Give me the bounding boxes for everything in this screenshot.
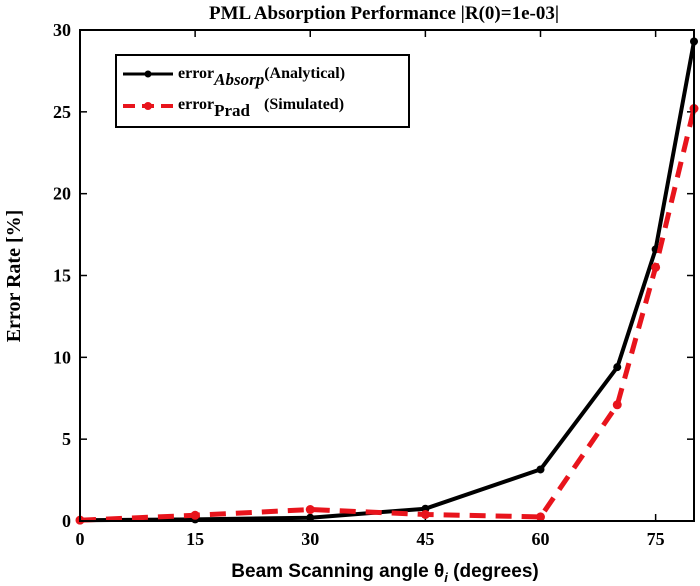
legend: errorAbsorp(Analytical) errorPrad (Simula… [115,54,410,128]
data-point-simulated [190,510,200,520]
legend-marker-analytical [144,70,152,78]
data-point-analytical [613,363,622,372]
x-tick-label: 60 [532,529,550,549]
legend-analytical-subscript: Absorp [213,70,264,89]
x-axis-label-main: Beam Scanning angle θ [231,561,444,582]
y-tick-label: 15 [53,266,71,286]
series-line-simulated [79,108,697,523]
y-tick-label: 0 [62,511,71,531]
chart-title: PML Absorption Performance |R(0)=1e-03| [209,3,559,24]
data-point-simulated [305,505,315,515]
plot-frame [79,29,695,522]
x-tick-label: 0 [76,529,85,549]
x-axis-label-suffix: (degrees) [448,561,539,582]
x-tick-label: 30 [301,529,319,549]
legend-marker-simulated [144,102,152,110]
data-point-simulated [536,512,545,522]
legend-analytical-name: error [178,65,214,82]
x-tick-label: 15 [186,529,204,549]
legend-label-analytical: errorAbsorp(Analytical) [178,65,345,89]
y-tick-label: 10 [53,347,71,367]
x-axis-label-subscript: i [444,570,448,585]
y-axis-label: Error Rate [%] [3,210,25,343]
y-tick-label: 30 [53,20,71,40]
x-axis-label: Beam Scanning angle θi (degrees) [231,561,538,585]
x-tick-label: 75 [647,529,665,549]
x-tick-label: 45 [416,529,434,549]
data-point-analytical [306,513,315,522]
data-point-analytical [536,465,545,474]
legend-box [115,54,410,128]
legend-analytical-suffix: (Analytical) [264,65,345,82]
legend-simulated-suffix: (Simulated) [264,96,344,113]
data-point-simulated [612,400,622,410]
legend-label-simulated: errorPrad (Simulated) [178,96,344,120]
series-line-analytical [79,41,696,523]
legend-simulated-name: error [178,96,214,113]
data-point-simulated [651,262,661,272]
y-tick-label: 20 [53,184,71,204]
data-point-simulated [420,509,430,519]
legend-simulated-subscript: Prad [214,101,250,120]
y-tick-label: 25 [53,102,71,122]
y-tick-label: 5 [62,429,71,449]
